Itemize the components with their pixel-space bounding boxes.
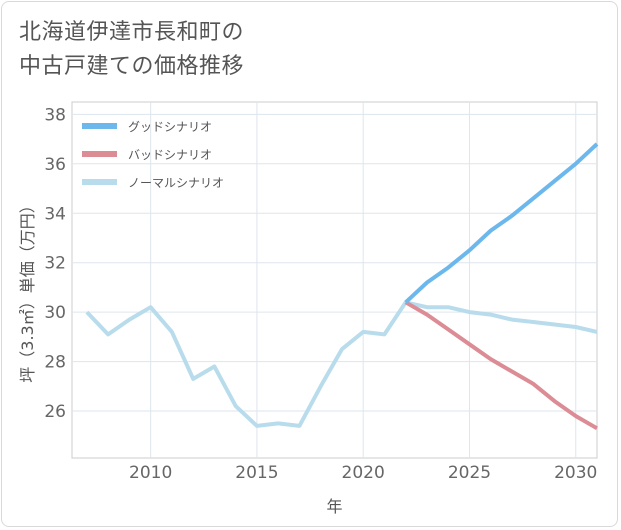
x-tick-label: 2030 (554, 463, 597, 483)
series-lines (85, 142, 599, 431)
legend-label: ノーマルシナリオ (128, 176, 224, 190)
y-tick-label: 32 (44, 254, 66, 274)
legend-label: グッドシナリオ (128, 120, 212, 134)
x-axis-label: 年 (326, 497, 342, 516)
chart-title: 北海道伊達市長和町の 中古戸建ての価格推移 (19, 16, 244, 84)
series-line-0 (404, 142, 599, 304)
y-tick-label: 28 (44, 353, 66, 373)
y-tick-label: 30 (44, 303, 66, 323)
y-axis-ticks: 26 28 30 32 34 36 38 (44, 105, 66, 422)
legend-label: バッドシナリオ (128, 148, 212, 162)
x-axis-ticks: 2010 2015 2020 2025 2030 (129, 463, 597, 483)
y-axis-label: 坪（3.3㎡）単価（万円） (18, 197, 37, 382)
y-tick-label: 26 (44, 402, 66, 422)
x-tick-label: 2020 (342, 463, 385, 483)
x-tick-label: 2025 (448, 463, 491, 483)
series-line-2 (85, 300, 598, 428)
x-tick-label: 2015 (235, 463, 278, 483)
chart-title-line2: 中古戸建ての価格推移 (19, 54, 245, 79)
y-tick-label: 36 (44, 155, 66, 175)
plot-frame (71, 101, 598, 459)
series-line-1 (404, 300, 599, 431)
x-tick-label: 2010 (129, 463, 172, 483)
chart-title-line1: 北海道伊達市長和町の (19, 20, 245, 45)
y-tick-label: 34 (44, 204, 66, 224)
y-tick-label: 38 (44, 105, 66, 125)
